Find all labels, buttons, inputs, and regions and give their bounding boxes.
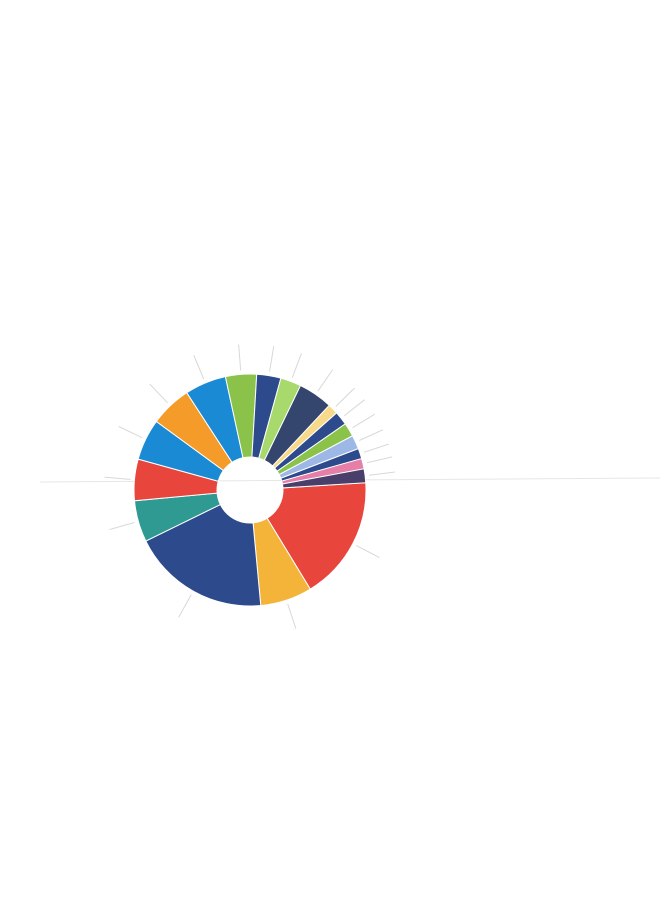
leader-line-18 [366,456,393,464]
leader-line-2 [287,603,297,629]
leader-line-19 [369,471,395,476]
leader-line-9 [238,344,242,371]
donut-slices [133,373,367,607]
leader-line-11 [291,353,302,378]
leader-line-14 [343,399,366,417]
leader-line-4 [109,522,135,531]
leader-line-17 [363,443,389,453]
leader-line-12 [317,369,334,392]
donut-slice-19 [281,468,367,489]
donut-slice-1 [266,482,367,590]
leader-line-8 [193,355,205,380]
donut-slice-3 [145,503,262,607]
leader-line-1 [356,545,380,558]
leader-line-13 [335,387,355,407]
leader-line-7 [149,383,168,404]
leader-line-6 [118,425,143,439]
leader-line-16 [359,429,384,441]
leader-line-10 [269,345,275,372]
leader-line-5 [104,476,131,480]
leader-line-15 [352,413,376,429]
leader-line-3 [178,594,192,618]
